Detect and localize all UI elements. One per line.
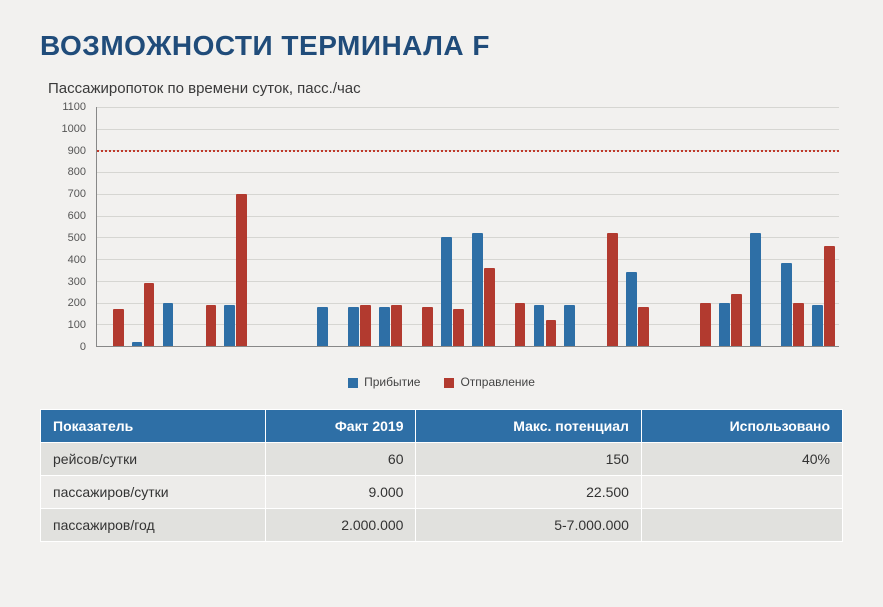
- grid-line: [97, 107, 839, 108]
- y-tick-label: 700: [68, 188, 86, 200]
- y-tick-label: 300: [68, 276, 86, 288]
- bar-arrival: [224, 305, 235, 346]
- y-tick-label: 1100: [62, 101, 86, 113]
- bar-arrival: [348, 307, 359, 346]
- table-header-cell: Факт 2019: [266, 410, 416, 443]
- y-tick-label: 500: [68, 232, 86, 244]
- bar-arrival: [750, 233, 761, 346]
- table-row: пассажиров/год2.000.0005-7.000.000: [41, 509, 843, 542]
- bar-arrival: [812, 305, 823, 346]
- bar-arrival: [472, 233, 483, 346]
- table-header-cell: Показатель: [41, 410, 266, 443]
- bar-arrival: [132, 342, 143, 346]
- bar-arrival: [441, 237, 452, 346]
- y-tick-label: 900: [68, 145, 86, 157]
- table-cell: 40%: [641, 443, 842, 476]
- table-cell: пассажиров/сутки: [41, 476, 266, 509]
- bar-arrival: [564, 305, 575, 346]
- bar-arrival: [719, 303, 730, 346]
- bar-departure: [824, 246, 835, 346]
- table-cell: пассажиров/год: [41, 509, 266, 542]
- bar-departure: [700, 303, 711, 346]
- table-header-cell: Использовано: [641, 410, 842, 443]
- bar-departure: [515, 303, 526, 346]
- passenger-flow-chart: 010020030040050060070080090010001100: [48, 107, 843, 367]
- bar-departure: [638, 307, 649, 346]
- table-header: ПоказательФакт 2019Макс. потенциалИсполь…: [41, 410, 843, 443]
- legend-item: Отправление: [444, 375, 534, 389]
- bar-departure: [236, 194, 247, 346]
- table-row: пассажиров/сутки9.00022.500: [41, 476, 843, 509]
- bar-departure: [206, 305, 217, 346]
- table-cell: рейсов/сутки: [41, 443, 266, 476]
- y-tick-label: 800: [68, 166, 86, 178]
- reference-line: [97, 150, 839, 152]
- legend-label: Отправление: [460, 375, 534, 389]
- table-body: рейсов/сутки6015040%пассажиров/сутки9.00…: [41, 443, 843, 542]
- bar-arrival: [163, 303, 174, 346]
- chart-plot-area: [96, 107, 839, 347]
- grid-line: [97, 237, 839, 238]
- y-tick-label: 600: [68, 210, 86, 222]
- table-cell: 2.000.000: [266, 509, 416, 542]
- y-axis: 010020030040050060070080090010001100: [48, 107, 92, 347]
- grid-line: [97, 172, 839, 173]
- bar-departure: [391, 305, 402, 346]
- bar-departure: [360, 305, 371, 346]
- table-header-cell: Макс. потенциал: [416, 410, 641, 443]
- bar-arrival: [379, 307, 390, 346]
- legend-item: Прибытие: [348, 375, 420, 389]
- y-tick-label: 200: [68, 297, 86, 309]
- table-cell: 60: [266, 443, 416, 476]
- page-title: ВОЗМОЖНОСТИ ТЕРМИНАЛА F: [40, 30, 843, 62]
- table-cell: 9.000: [266, 476, 416, 509]
- bar-departure: [453, 309, 464, 346]
- y-tick-label: 400: [68, 254, 86, 266]
- bar-arrival: [626, 272, 637, 346]
- bar-departure: [607, 233, 618, 346]
- bar-departure: [731, 294, 742, 346]
- table-cell: [641, 476, 842, 509]
- chart-legend: Прибытие Отправление: [40, 375, 843, 389]
- bar-departure: [546, 320, 557, 346]
- table-cell: 150: [416, 443, 641, 476]
- grid-line: [97, 194, 839, 195]
- table-row: рейсов/сутки6015040%: [41, 443, 843, 476]
- grid-line: [97, 259, 839, 260]
- grid-line: [97, 129, 839, 130]
- table-cell: 5-7.000.000: [416, 509, 641, 542]
- bar-arrival: [317, 307, 328, 346]
- bar-departure: [422, 307, 433, 346]
- bar-departure: [793, 303, 804, 346]
- y-tick-label: 1000: [62, 123, 86, 135]
- bar-arrival: [534, 305, 545, 346]
- table-cell: [641, 509, 842, 542]
- bar-departure: [113, 309, 124, 346]
- table-cell: 22.500: [416, 476, 641, 509]
- legend-label: Прибытие: [364, 375, 420, 389]
- y-tick-label: 100: [68, 319, 86, 331]
- bar-departure: [144, 283, 155, 346]
- legend-swatch: [444, 378, 454, 388]
- y-tick-label: 0: [80, 341, 86, 353]
- chart-subtitle: Пассажиропоток по времени суток, пасс./ч…: [48, 80, 843, 97]
- bar-arrival: [781, 263, 792, 346]
- bar-departure: [484, 268, 495, 346]
- grid-line: [97, 216, 839, 217]
- grid-line: [97, 281, 839, 282]
- metrics-table: ПоказательФакт 2019Макс. потенциалИсполь…: [40, 409, 843, 542]
- legend-swatch: [348, 378, 358, 388]
